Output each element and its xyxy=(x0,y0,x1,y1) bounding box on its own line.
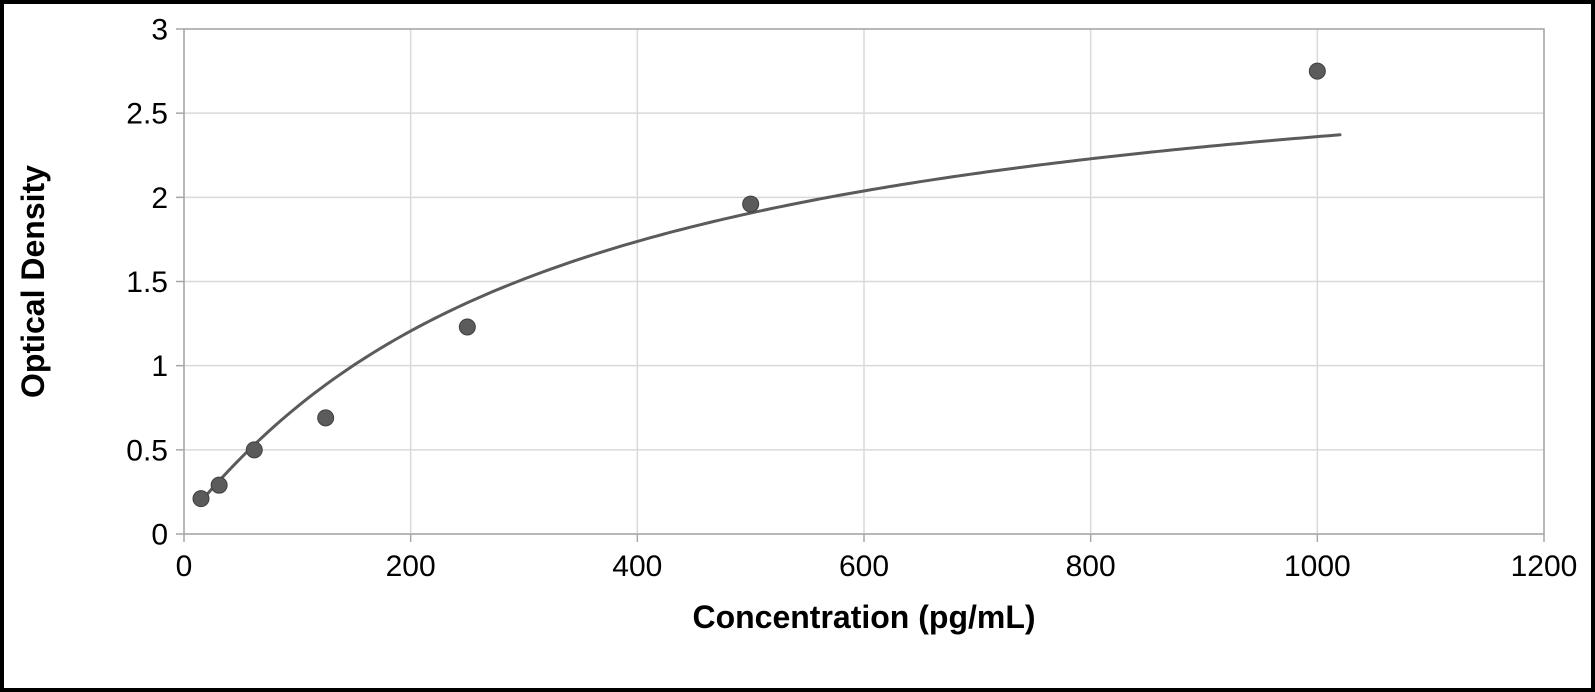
x-tick-label: 800 xyxy=(1066,550,1116,583)
data-point xyxy=(211,477,227,493)
y-tick-label: 0.5 xyxy=(126,434,168,467)
x-tick-label: 1000 xyxy=(1284,550,1351,583)
x-tick-label: 0 xyxy=(176,550,193,583)
data-point xyxy=(743,196,759,212)
data-point xyxy=(193,491,209,507)
chart-svg: 0 200 400 600 800 1000 1200 0 0.5 1 1.5 2 2.5 3 Concen… xyxy=(4,4,1591,688)
y-tick-label: 1 xyxy=(151,350,168,383)
x-tick-label: 1200 xyxy=(1511,550,1578,583)
y-tick-label: 0 xyxy=(151,519,168,552)
data-point xyxy=(459,319,475,335)
y-tick-label: 2 xyxy=(151,182,168,215)
x-tick-label: 400 xyxy=(612,550,662,583)
data-point xyxy=(1309,63,1325,79)
data-point xyxy=(318,410,334,426)
y-tick-label: 2.5 xyxy=(126,98,168,131)
x-tick-label: 200 xyxy=(386,550,436,583)
y-tick-label: 3 xyxy=(151,14,168,47)
x-axis-label: Concentration (pg/mL) xyxy=(692,599,1035,635)
chart-frame: 0 200 400 600 800 1000 1200 0 0.5 1 1.5 2 2.5 3 Concen… xyxy=(0,0,1595,692)
y-axis-label: Optical Density xyxy=(15,165,51,398)
data-point xyxy=(246,442,262,458)
x-tick-label: 600 xyxy=(839,550,889,583)
y-tick-label: 1.5 xyxy=(126,266,168,299)
